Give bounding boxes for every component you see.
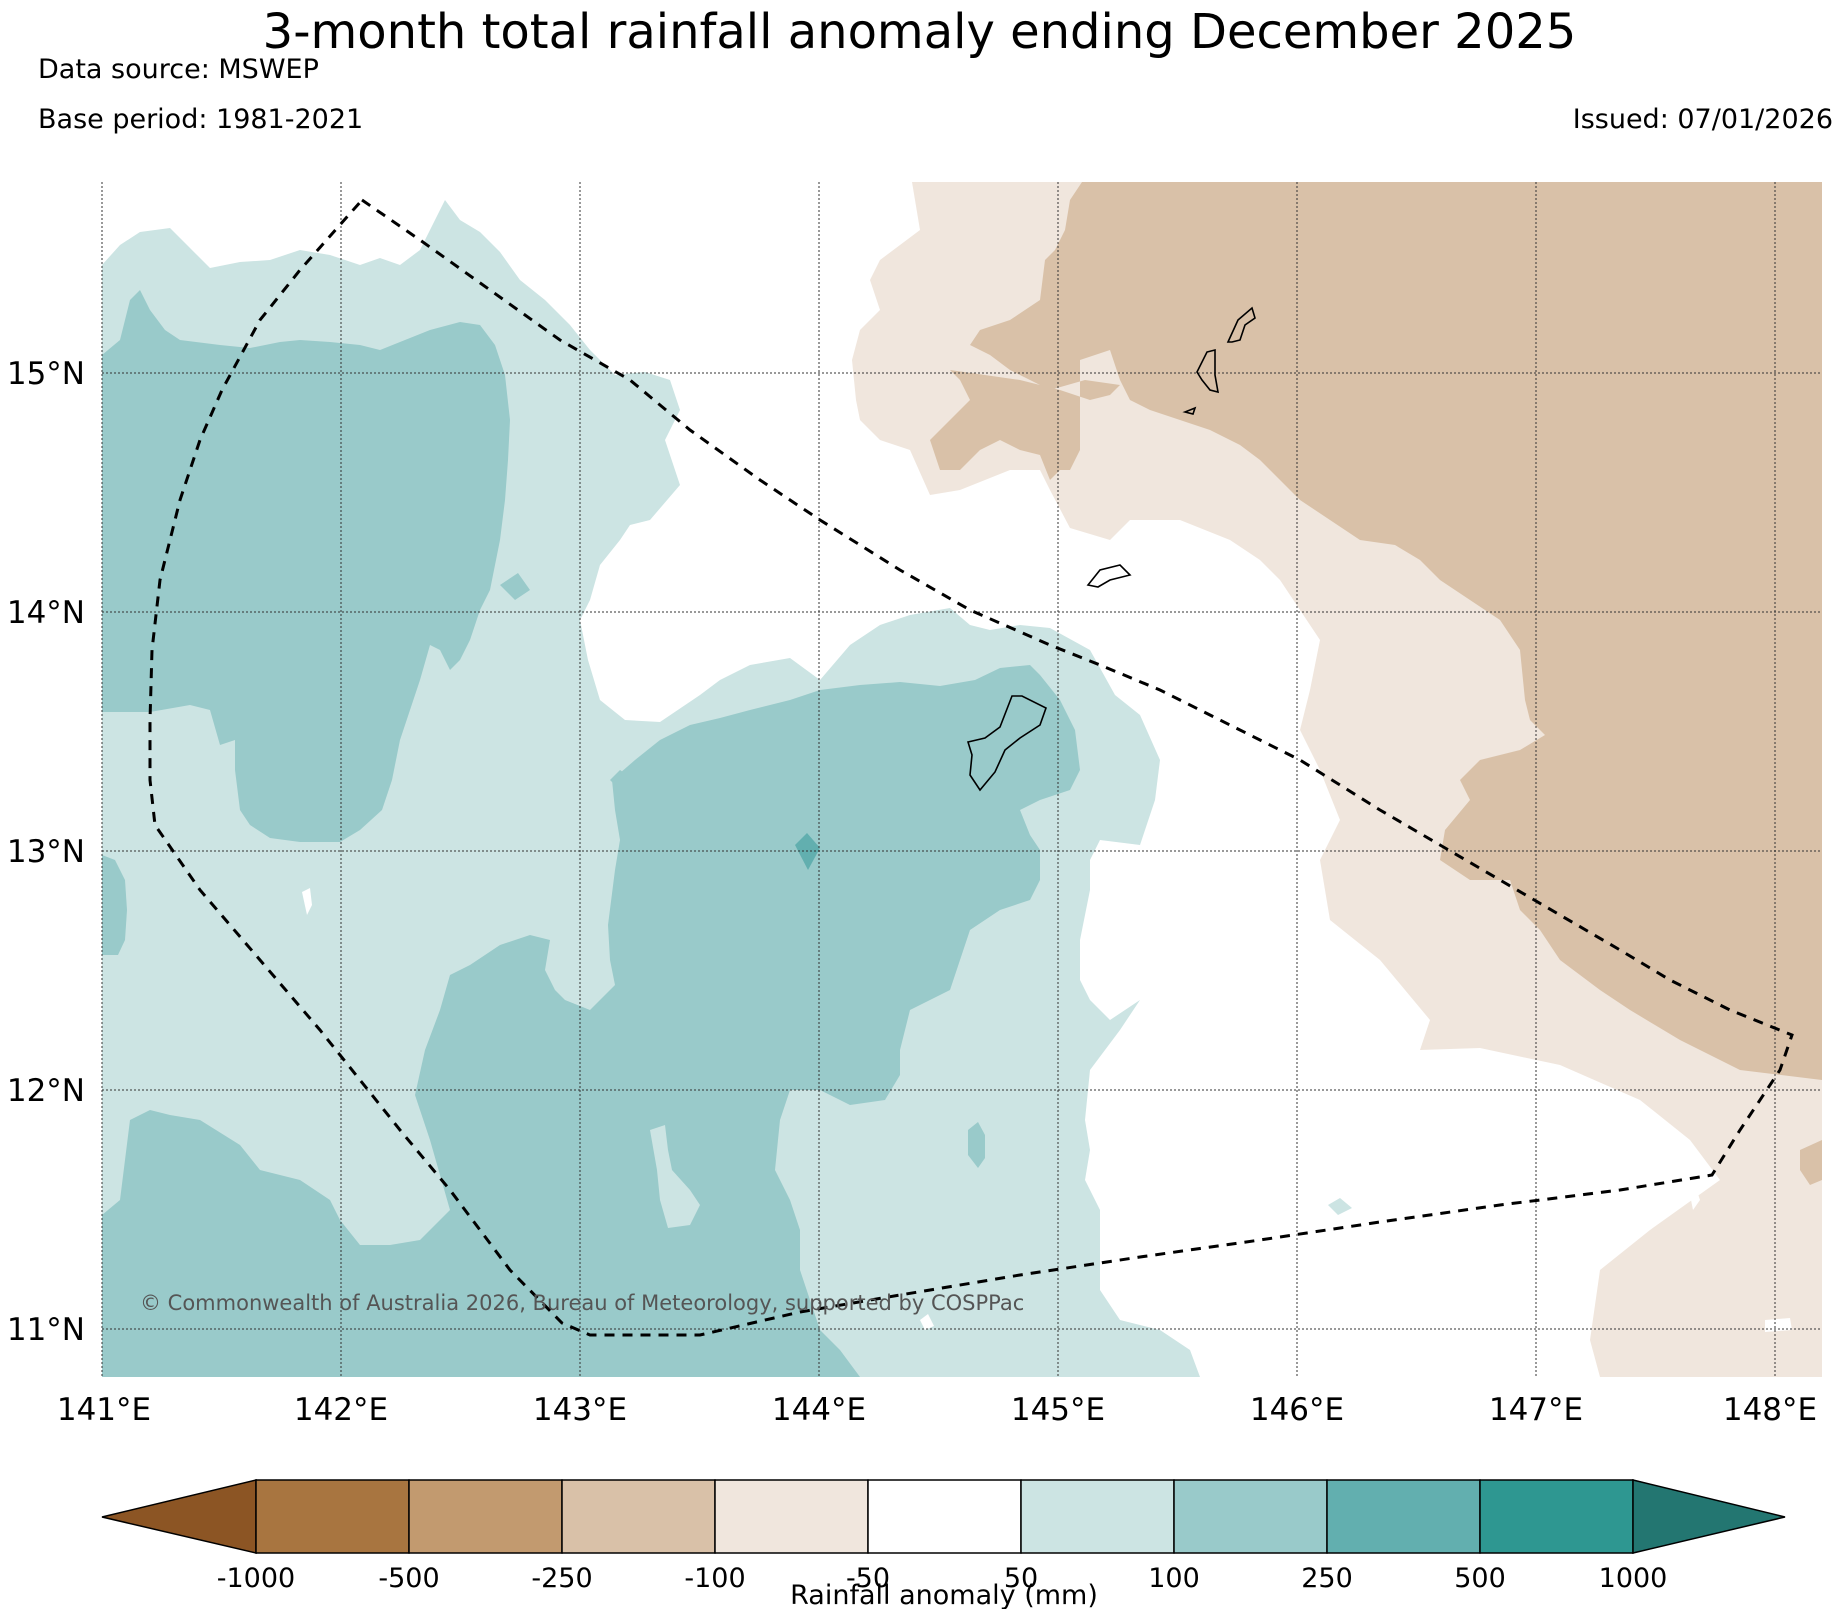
lon-label: 145°E <box>1011 1392 1105 1428</box>
base-period-label: Base period: 1981-2021 <box>38 104 364 135</box>
colorbar-tick: -50 <box>846 1563 890 1594</box>
colorbar-segment <box>561 1479 716 1554</box>
wet-light-patch-east <box>1328 1198 1352 1215</box>
lon-label: 146°E <box>1250 1392 1344 1428</box>
lat-label: 14°N <box>7 595 85 631</box>
colorbar-segment <box>255 1479 410 1554</box>
wet-med-patch-small-2 <box>610 770 635 790</box>
colorbar-segment <box>1020 1479 1175 1554</box>
lon-label: 143°E <box>533 1392 627 1428</box>
dry-med-patch-east <box>1800 1140 1822 1185</box>
no-anomaly-patch <box>1765 1318 1792 1332</box>
wet-med-patch-small-1 <box>500 573 530 600</box>
wet-med-region-central <box>102 665 1080 1377</box>
map-title: 3-month total rainfall anomaly ending De… <box>262 4 1577 60</box>
colorbar-segment <box>714 1479 869 1554</box>
lon-label: 144°E <box>772 1392 866 1428</box>
colorbar-segment <box>1173 1479 1328 1554</box>
copyright-notice: © Commonwealth of Australia 2026, Bureau… <box>140 1291 1024 1315</box>
lat-label: 13°N <box>7 834 85 870</box>
wet-light-hole-1 <box>650 1125 700 1228</box>
island-outline <box>1086 564 1132 588</box>
colorbar-tick: -500 <box>378 1563 439 1594</box>
island-outline <box>1196 348 1220 394</box>
colorbar-tick: -250 <box>531 1563 592 1594</box>
colorbar-label: Rainfall anomaly (mm) <box>790 1580 1098 1609</box>
lat-label: 15°N <box>7 356 85 392</box>
no-anomaly-patch <box>1690 1185 1700 1210</box>
colorbar-tick: -100 <box>684 1563 745 1594</box>
colorbar-segment <box>1479 1479 1634 1554</box>
eez-boundary <box>148 198 1794 1337</box>
longitude-labels: 141°E 142°E 143°E 144°E 145°E 146°E 147°… <box>57 1392 1817 1428</box>
no-anomaly-patch <box>302 888 312 915</box>
island-outline <box>1226 306 1256 343</box>
dry-med-region <box>930 182 1822 1080</box>
island-outline <box>1182 406 1197 415</box>
no-anomaly-patch <box>920 1314 934 1330</box>
lat-label: 12°N <box>7 1073 85 1109</box>
colorbar-tick: 100 <box>1148 1563 1200 1594</box>
colorbar-tick: 1000 <box>1599 1563 1668 1594</box>
colorbar-segment <box>101 1479 257 1554</box>
colorbar-ticks: -1000 -500 -250 -100 -50 50 100 250 500 … <box>217 1563 1668 1594</box>
lon-label: 142°E <box>294 1392 388 1428</box>
colorbar-segment <box>408 1479 563 1554</box>
lon-label: 147°E <box>1489 1392 1583 1428</box>
colorbar-tick: 500 <box>1454 1563 1506 1594</box>
data-source-label: Data source: MSWEP <box>38 54 319 85</box>
colorbar-tick: -1000 <box>217 1563 295 1594</box>
colorbar-tick: 50 <box>1004 1563 1038 1594</box>
lon-label: 148°E <box>1723 1392 1817 1428</box>
lon-label: 141°E <box>57 1392 151 1428</box>
colorbar-segment <box>1632 1479 1786 1554</box>
wet-med-patch-west <box>102 855 127 955</box>
issued-date-label: Issued: 07/01/2026 <box>1572 104 1833 135</box>
colorbar-segment <box>867 1479 1022 1554</box>
wet-med-patch-small-3 <box>968 1122 985 1168</box>
island-outlines <box>966 306 1256 792</box>
map-gridlines <box>101 182 1822 1377</box>
colorbar-tick: 250 <box>1301 1563 1353 1594</box>
colorbar-segment <box>1326 1479 1481 1554</box>
latitude-labels: 15°N 14°N 13°N 12°N 11°N <box>7 356 85 1348</box>
lat-label: 11°N <box>7 1312 85 1348</box>
anomaly-contours <box>102 182 1822 1377</box>
colorbar <box>101 1479 1786 1554</box>
island-outline <box>966 695 1047 792</box>
